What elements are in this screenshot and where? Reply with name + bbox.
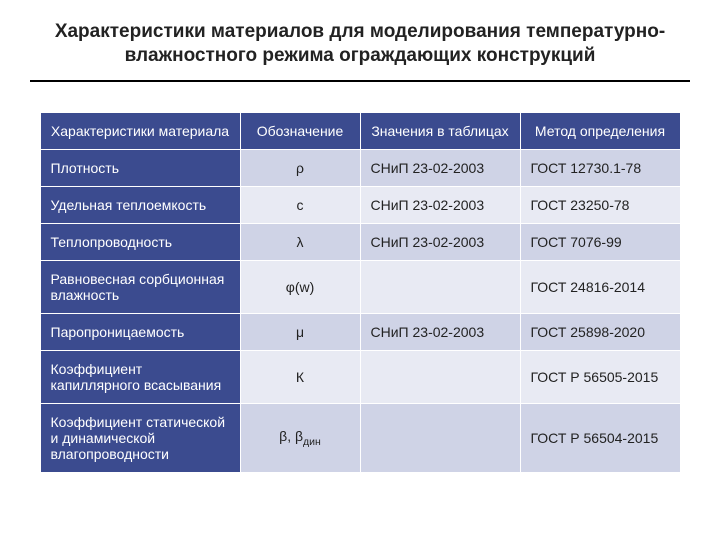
row-source (360, 403, 520, 472)
row-name: Плотность (40, 149, 240, 186)
row-source: СНиП 23-02-2003 (360, 223, 520, 260)
col-header: Метод определения (520, 112, 680, 149)
row-symbol: μ (240, 313, 360, 350)
row-name: Коэффициент статической и динамической в… (40, 403, 240, 472)
row-name: Паропроницаемость (40, 313, 240, 350)
row-method: ГОСТ 23250-78 (520, 186, 680, 223)
page-title: Характеристики материалов для моделирова… (30, 20, 690, 68)
title-divider (30, 80, 690, 82)
row-source (360, 350, 520, 403)
row-method: ГОСТ Р 56504-2015 (520, 403, 680, 472)
row-symbol: φ(w) (240, 260, 360, 313)
row-source: СНиП 23-02-2003 (360, 149, 520, 186)
row-method: ГОСТ 25898-2020 (520, 313, 680, 350)
row-symbol: λ (240, 223, 360, 260)
row-symbol: β, βдин (240, 403, 360, 472)
row-source: СНиП 23-02-2003 (360, 313, 520, 350)
col-header: Значения в таблицах (360, 112, 520, 149)
row-name: Удельная теплоемкость (40, 186, 240, 223)
table-row: ПаропроницаемостьμСНиП 23-02-2003ГОСТ 25… (40, 313, 680, 350)
row-name: Коэффициент капиллярного всасывания (40, 350, 240, 403)
slide: Характеристики материалов для моделирова… (0, 0, 720, 540)
table-row: Равновесная сорбционная влажностьφ(w) ГОС… (40, 260, 680, 313)
row-source (360, 260, 520, 313)
table-row: ТеплопроводностьλСНиП 23-02-2003ГОСТ 707… (40, 223, 680, 260)
row-method: ГОСТ 12730.1-78 (520, 149, 680, 186)
row-symbol: c (240, 186, 360, 223)
row-source: СНиП 23-02-2003 (360, 186, 520, 223)
col-header: Обозначение (240, 112, 360, 149)
table-header-row: Характеристики материала Обозначение Зна… (40, 112, 680, 149)
row-method: ГОСТ Р 56505-2015 (520, 350, 680, 403)
row-method: ГОСТ 24816-2014 (520, 260, 680, 313)
row-name: Равновесная сорбционная влажность (40, 260, 240, 313)
table-head: Характеристики материала Обозначение Зна… (40, 112, 680, 149)
row-method: ГОСТ 7076-99 (520, 223, 680, 260)
row-name: Теплопроводность (40, 223, 240, 260)
table-row: Коэффициент статической и динамической в… (40, 403, 680, 472)
row-symbol: ρ (240, 149, 360, 186)
materials-table: Характеристики материала Обозначение Зна… (40, 112, 681, 473)
table-row: Коэффициент капиллярного всасыванияК ГОСТ… (40, 350, 680, 403)
table-body: ПлотностьρСНиП 23-02-2003ГОСТ 12730.1-78… (40, 149, 680, 472)
col-header: Характеристики материала (40, 112, 240, 149)
table-row: ПлотностьρСНиП 23-02-2003ГОСТ 12730.1-78 (40, 149, 680, 186)
row-symbol: К (240, 350, 360, 403)
table-row: Удельная теплоемкостьcСНиП 23-02-2003ГОС… (40, 186, 680, 223)
